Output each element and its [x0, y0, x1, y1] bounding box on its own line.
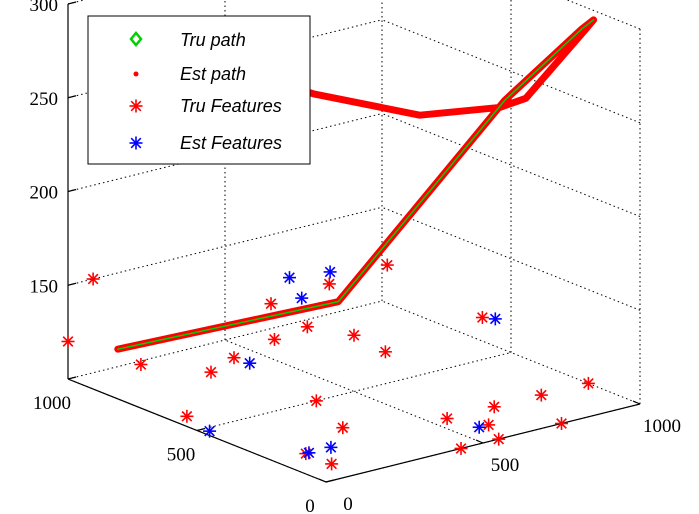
x-tick-label: 1000: [643, 416, 681, 437]
est-feature-point: [203, 424, 217, 438]
z-tick-mark: [67, 95, 77, 99]
est-feature-point: [283, 271, 296, 285]
tru-feature-point: [378, 345, 392, 359]
tru-feature-point: [454, 441, 468, 455]
tru-feature-point: [180, 409, 194, 423]
y-tick-label: 1000: [33, 393, 71, 414]
y-tick-mark: [196, 427, 206, 432]
x-tick-mark: [632, 400, 641, 405]
legend-entry-est-path: Est path: [133, 64, 246, 84]
legend-entry-tru-features: Tru Features: [129, 96, 282, 116]
tru-feature-point: [134, 357, 148, 371]
tru-feature-point: [204, 365, 218, 379]
tru-feature-point: [322, 277, 336, 291]
tru-feature-point: [300, 320, 314, 334]
tru-feature-point: [86, 272, 100, 286]
z-tick-label: 250: [30, 89, 59, 110]
legend-marker-tru-features: [129, 99, 143, 113]
legend-entry-est-features: Est Features: [129, 133, 282, 153]
tru-feature-point: [227, 351, 241, 365]
legend-label-est-path: Est path: [180, 64, 246, 84]
grid-line: [381, 300, 641, 405]
tru-path-line: [117, 19, 595, 350]
legend-marker-est-path: [133, 71, 139, 77]
y-tick-mark: [67, 376, 77, 380]
est-feature-point: [295, 291, 309, 305]
tru-feature-point: [482, 418, 496, 432]
tick-labels: 150 200 250 300 0 500 1000 0 500 1000: [30, 0, 682, 514]
est-feature-point: [488, 312, 502, 326]
tru-feature-point: [555, 417, 568, 430]
star-mark: [129, 99, 143, 113]
z-tick-mark: [67, 188, 77, 193]
est-feature-point: [472, 420, 486, 434]
x-tick-mark: [475, 439, 484, 444]
est-feature-point: [243, 356, 257, 370]
x-tick-label: 0: [343, 494, 353, 514]
tru-feature-point: [581, 376, 595, 390]
plot-marks: [61, 16, 598, 471]
est-feature-point: [302, 446, 316, 460]
z-tick-mark: [67, 282, 77, 286]
grid-line: [566, 0, 641, 30]
grid-line: [381, 19, 641, 124]
grid-line: [67, 206, 383, 286]
tru-feature-point: [309, 394, 323, 408]
legend-label-tru-path: Tru path: [180, 30, 246, 50]
legend-marker-est-features: [129, 136, 143, 150]
star-mark: [129, 136, 143, 150]
tru-feature-point: [380, 258, 394, 272]
tru-feature-point: [440, 412, 454, 425]
legend-box: [87, 15, 311, 165]
tru-feature-point: [267, 332, 281, 346]
legend-label-est-features: Est Features: [180, 133, 282, 153]
tru-feature-point: [534, 388, 548, 402]
tru-feature-point: [264, 297, 278, 311]
tru-feature-point: [347, 328, 361, 342]
est-feature-point: [323, 265, 337, 279]
grid-line: [381, 206, 641, 311]
tru-feature-point: [487, 400, 501, 414]
legend-entry-tru-path: Tru path: [129, 30, 246, 50]
legend-label-tru-features: Tru Features: [180, 96, 282, 116]
x-tick-mark: [318, 478, 327, 483]
tru-feature-point: [325, 457, 339, 471]
z-tick-label: 300: [30, 0, 59, 16]
tru-feature-point: [492, 432, 506, 446]
est-feature-point: [324, 440, 338, 454]
z-tick-label: 200: [30, 183, 59, 204]
legend: Tru path Est path Tru Features Est Featu…: [87, 15, 311, 165]
z-tick-label: 150: [30, 276, 59, 297]
legend-marker-tru-path: [129, 31, 143, 47]
x-tick-label: 500: [491, 455, 520, 476]
grid-line: [224, 339, 484, 444]
y-tick-label: 0: [305, 496, 315, 514]
grid-line: [196, 352, 512, 431]
axes: [67, 1, 641, 483]
tru-feature-point: [475, 311, 489, 324]
tru-feature-point: [336, 421, 350, 435]
tru-feature-point: [61, 335, 75, 348]
y-tick-label: 500: [167, 445, 196, 466]
y-tick-mark: [325, 479, 335, 483]
z-tick-mark: [67, 1, 77, 5]
grid-line: [381, 113, 641, 217]
